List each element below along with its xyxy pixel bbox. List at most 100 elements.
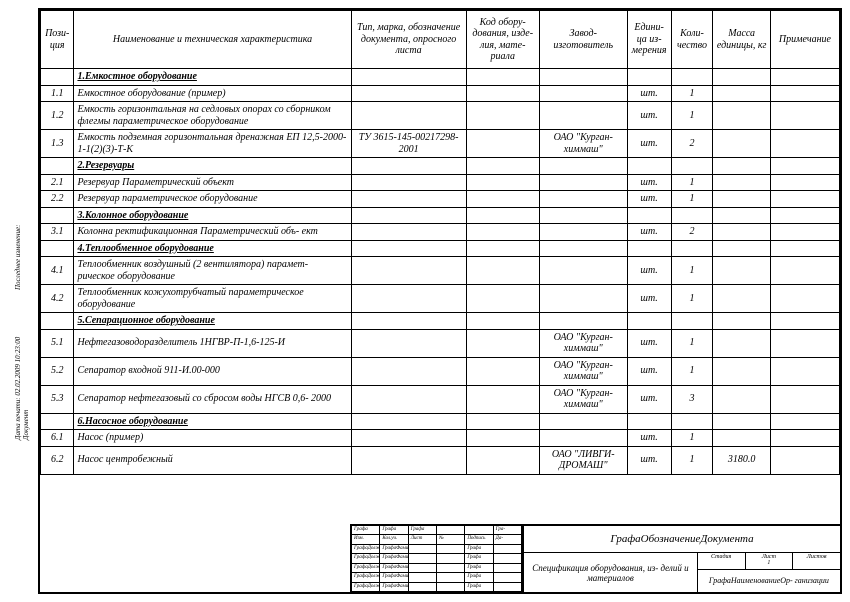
cell-name: Емкостное оборудование (пример) — [74, 85, 351, 102]
cell-type — [351, 285, 466, 313]
cell-mass — [713, 85, 771, 102]
cell-mass — [713, 285, 771, 313]
label-sheet: Лист1 — [746, 553, 794, 569]
cell-pos: 5.3 — [41, 385, 74, 413]
cell-pos: 4.2 — [41, 285, 74, 313]
h-type: Тип, марка, обозначение документа, опрос… — [351, 11, 466, 69]
h-unit: Едини- ца из- мерения — [627, 11, 671, 69]
cell-qty: 1 — [671, 285, 713, 313]
org-name: ГрафаНаименованиеОр- ганизации — [698, 570, 840, 592]
cell-qty: 2 — [671, 224, 713, 241]
table-row: 4.2Теплообменник кожухотрубчатый парамет… — [41, 285, 840, 313]
cell-code — [466, 285, 539, 313]
cell-unit: шт. — [627, 329, 671, 357]
cell-unit: шт. — [627, 85, 671, 102]
sign-row: ГрафаДолжнГрафаФами-Графа — [352, 554, 522, 563]
cell-qty: 1 — [671, 446, 713, 474]
h-manuf: Завод- изготовитель — [539, 11, 627, 69]
cell-manuf — [539, 430, 627, 447]
cell-pos: 2.1 — [41, 174, 74, 191]
side-label-doc: Документ — [22, 410, 30, 440]
cell-qty: 3 — [671, 385, 713, 413]
section-row: 5.Сепарационное оборудование — [41, 313, 840, 330]
h-pos: Пози- ция — [41, 11, 74, 69]
cell-note — [770, 191, 839, 208]
cell-code — [466, 257, 539, 285]
table-row: 2.2Резервуар параметрическое оборудовани… — [41, 191, 840, 208]
cell-name: Колонна ректификационная Параметрический… — [74, 224, 351, 241]
cell-note — [770, 446, 839, 474]
sign-row: ГрафаДолжнГрафаФами-Графа — [352, 583, 522, 592]
cell-manuf — [539, 191, 627, 208]
cell-mass — [713, 102, 771, 130]
cell-manuf — [539, 224, 627, 241]
cell-pos: 1.2 — [41, 102, 74, 130]
spec-table: Пози- ция Наименование и техническая хар… — [40, 10, 840, 475]
section-title: 6.Насосное оборудование — [74, 413, 351, 430]
cell-mass — [713, 224, 771, 241]
cell-unit: шт. — [627, 257, 671, 285]
sign-row: ГрафаДолжнГрафаФами-Графа — [352, 564, 522, 573]
h-code: Код обору- дования, изде- лия, мате- риа… — [466, 11, 539, 69]
cell-manuf: ОАО "Курган- химмаш" — [539, 385, 627, 413]
cell-note — [770, 357, 839, 385]
section-title: 4.Теплообменное оборудование — [74, 240, 351, 257]
cell-name: Теплообменник воздушный (2 вентилятора) … — [74, 257, 351, 285]
cell-manuf — [539, 85, 627, 102]
cell-type — [351, 224, 466, 241]
cell-name: Нефтегазоводоразделитель 1НГВР-П-1,6-125… — [74, 329, 351, 357]
cell-pos: 2.2 — [41, 191, 74, 208]
cell-mass — [713, 430, 771, 447]
cell-code — [466, 385, 539, 413]
cell-code — [466, 130, 539, 158]
cell-note — [770, 430, 839, 447]
cell-type — [351, 102, 466, 130]
label-sheets: Листов — [793, 553, 840, 569]
cell-type — [351, 191, 466, 208]
cell-manuf — [539, 102, 627, 130]
cell-name: Резервуар параметрическое оборудование — [74, 191, 351, 208]
cell-type — [351, 446, 466, 474]
cell-pos: 6.1 — [41, 430, 74, 447]
table-row: 1.1Емкостное оборудование (пример)шт.1 — [41, 85, 840, 102]
section-row: 3.Колонное оборудование — [41, 207, 840, 224]
cell-unit: шт. — [627, 224, 671, 241]
h-note: Примечание — [770, 11, 839, 69]
cell-type — [351, 329, 466, 357]
cell-unit: шт. — [627, 130, 671, 158]
title-block: ГрафаГрафаГрафаГра-Изм.Кол.уч.Лист№Подпи… — [350, 524, 840, 592]
cell-manuf: ОАО "Курган- химмаш" — [539, 130, 627, 158]
sign-row: ГрафаДолжнГрафаФами-Графа — [352, 545, 522, 554]
cell-code — [466, 85, 539, 102]
cell-manuf — [539, 257, 627, 285]
cell-note — [770, 174, 839, 191]
cell-code — [466, 191, 539, 208]
table-row: 5.1Нефтегазоводоразделитель 1НГВР-П-1,6-… — [41, 329, 840, 357]
cell-name: Емкость подземная горизонтальная дренажн… — [74, 130, 351, 158]
cell-name: Насос центробежный — [74, 446, 351, 474]
cell-unit: шт. — [627, 446, 671, 474]
cell-type: ТУ 3615-145-00217298-2001 — [351, 130, 466, 158]
cell-note — [770, 329, 839, 357]
cell-mass — [713, 357, 771, 385]
section-title: 2.Резервуары — [74, 158, 351, 175]
table-row: 1.2Емкость горизонтальная на седловых оп… — [41, 102, 840, 130]
cell-note — [770, 385, 839, 413]
doc-designation: ГрафаОбозначениеДокумента — [524, 526, 840, 553]
cell-name: Емкость горизонтальная на седловых опора… — [74, 102, 351, 130]
cell-note — [770, 130, 839, 158]
section-row: 6.Насосное оборудование — [41, 413, 840, 430]
cell-mass — [713, 257, 771, 285]
cell-type — [351, 257, 466, 285]
section-row: 4.Теплообменное оборудование — [41, 240, 840, 257]
h-name: Наименование и техническая характеристик… — [74, 11, 351, 69]
cell-mass: 3180.0 — [713, 446, 771, 474]
cell-qty: 1 — [671, 191, 713, 208]
table-row: 5.3Сепаратор нефтегазовый со сбросом вод… — [41, 385, 840, 413]
cell-mass — [713, 130, 771, 158]
cell-pos: 4.1 — [41, 257, 74, 285]
cell-unit: шт. — [627, 385, 671, 413]
cell-unit: шт. — [627, 285, 671, 313]
sign-row: ГрафаГрафаГрафаГра- — [352, 526, 522, 535]
cell-pos: 5.2 — [41, 357, 74, 385]
